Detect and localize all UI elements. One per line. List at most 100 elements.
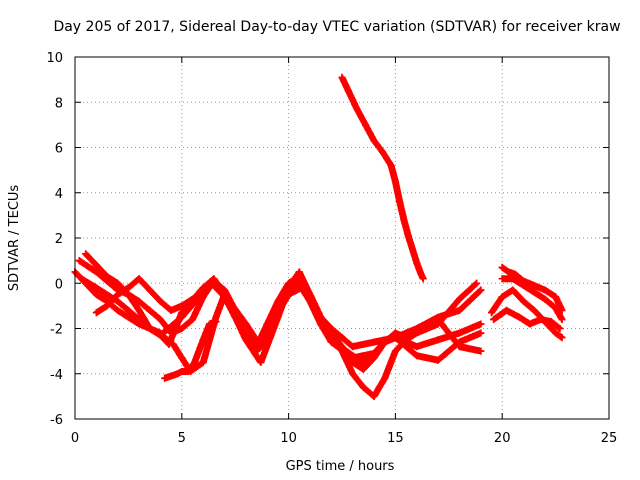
data-point <box>379 148 387 156</box>
data-point <box>509 275 517 283</box>
data-point <box>242 334 250 342</box>
data-point <box>541 286 549 294</box>
data-point <box>349 370 357 378</box>
data-point <box>167 306 175 314</box>
chart-title: Day 205 of 2017, Sidereal Day-to-day VTE… <box>53 19 620 35</box>
y-tick-label: 0 <box>55 277 63 292</box>
data-point <box>353 105 361 113</box>
data-point <box>167 329 175 337</box>
y-tick-label: 4 <box>55 187 63 202</box>
data-point <box>114 306 122 314</box>
data-point <box>82 279 90 287</box>
y-tick-label: 6 <box>55 142 63 157</box>
data-point <box>156 315 164 323</box>
data-point <box>135 306 143 314</box>
data-point <box>242 320 250 328</box>
data-point <box>188 315 196 323</box>
series-track-f <box>161 318 220 382</box>
series-track-i <box>498 275 566 323</box>
data-point <box>552 293 560 301</box>
data-point <box>92 284 100 292</box>
y-tick-label: -2 <box>50 323 63 338</box>
data-point <box>434 315 442 323</box>
data-point <box>178 325 186 332</box>
data-point <box>477 286 485 294</box>
y-tick-label: -6 <box>50 413 63 428</box>
data-point <box>370 338 378 346</box>
data-point <box>370 392 378 400</box>
data-point <box>92 309 100 317</box>
data-point <box>178 302 186 310</box>
data-point <box>167 372 175 380</box>
data-point <box>404 232 412 240</box>
data-point <box>124 306 132 314</box>
series-track-e <box>92 272 485 364</box>
data-point <box>199 358 207 366</box>
data-point <box>391 334 399 342</box>
data-point <box>387 162 395 170</box>
x-tick-label: 25 <box>601 431 618 446</box>
data-point <box>344 87 352 95</box>
data-point <box>317 313 325 321</box>
data-point <box>413 343 421 351</box>
data-point <box>103 272 111 280</box>
data-point <box>338 334 346 342</box>
data-point <box>541 295 549 303</box>
data-point <box>191 358 199 366</box>
data-point <box>161 334 169 342</box>
series-markers <box>338 73 427 283</box>
x-tick-label: 10 <box>280 431 297 446</box>
data-point <box>359 365 367 373</box>
data-point <box>174 370 182 378</box>
data-point <box>221 293 229 301</box>
data-point <box>178 313 186 321</box>
data-point <box>455 306 463 314</box>
data-point <box>530 282 538 290</box>
series-track-g <box>338 73 427 283</box>
axis-ticks: 0 5 10 15 20 25 -6 -4 -2 0 2 4 6 8 10 <box>46 51 617 446</box>
x-tick-label: 0 <box>71 431 79 446</box>
data-point <box>82 250 90 258</box>
data-point <box>537 315 545 323</box>
y-tick-label: 2 <box>55 232 63 247</box>
data-point <box>488 309 496 317</box>
data-point <box>511 270 519 278</box>
y-tick-label: 10 <box>46 51 63 66</box>
data-point <box>199 336 207 344</box>
data-point <box>359 383 367 391</box>
data-point <box>274 306 282 314</box>
data-point <box>370 349 378 357</box>
data-point <box>124 284 132 292</box>
x-tick-label: 5 <box>178 431 186 446</box>
y-tick-label: -4 <box>50 368 63 383</box>
data-point <box>231 313 239 321</box>
data-point <box>396 198 404 206</box>
data-point <box>477 320 485 328</box>
data-point <box>206 320 214 328</box>
data-point <box>124 291 132 299</box>
data-point <box>455 329 463 337</box>
data-point <box>391 177 399 185</box>
y-axis-label: SDTVAR / TECUs <box>7 185 22 292</box>
data-point <box>558 334 566 342</box>
data-point <box>402 329 410 337</box>
data-point <box>419 275 427 283</box>
data-point <box>502 306 510 314</box>
data-point <box>146 306 154 314</box>
data-point <box>146 325 154 332</box>
data-point <box>114 279 122 287</box>
data-point <box>505 268 513 276</box>
data-point <box>135 297 143 305</box>
data-point <box>92 291 100 299</box>
data-point <box>124 313 132 321</box>
data-point <box>515 313 523 321</box>
data-point <box>417 270 425 278</box>
data-point <box>208 279 216 287</box>
data-point <box>498 275 506 283</box>
data-point <box>75 257 83 265</box>
data-point <box>103 302 111 310</box>
data-point <box>146 286 154 294</box>
data-point <box>212 318 220 326</box>
data-point <box>498 293 506 301</box>
